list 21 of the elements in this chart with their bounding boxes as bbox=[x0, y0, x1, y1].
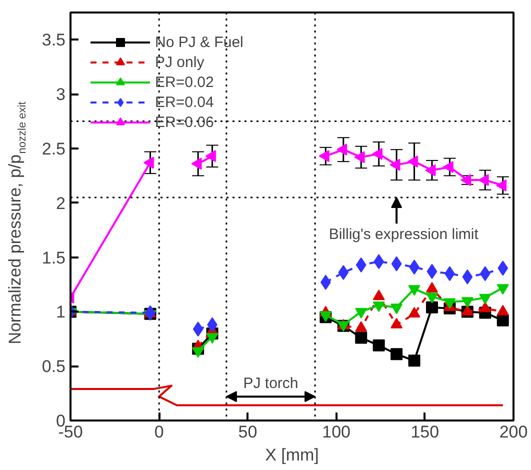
x-tick-label: 200 bbox=[499, 422, 528, 442]
legend-label: ER=0.02 bbox=[155, 72, 214, 92]
y-tick-label: 2 bbox=[56, 194, 66, 213]
y-tick-label: 3.5 bbox=[42, 30, 66, 50]
legend-label: PJ only bbox=[155, 52, 204, 72]
y-tick-label: 3 bbox=[56, 85, 66, 104]
x-tick-label: 100 bbox=[322, 422, 350, 442]
y-tick-label: 0.5 bbox=[42, 357, 66, 376]
x-tick-label: 50 bbox=[238, 422, 258, 442]
legend-label: ER=0.04 bbox=[155, 92, 214, 112]
y-axis-title: Normalized pressure, p/pnozzle exit bbox=[6, 102, 28, 344]
legend-label: No PJ & Fuel bbox=[155, 32, 244, 52]
y-tick-label: 2.5 bbox=[42, 140, 66, 158]
annotation: Billig's expression limit bbox=[328, 226, 480, 243]
x-tick-label: 150 bbox=[410, 422, 440, 442]
legend-label: ER=0.06 bbox=[155, 112, 214, 132]
x-axis-title: X [mm] bbox=[265, 446, 319, 464]
y-tick-label: 1.5 bbox=[42, 248, 66, 268]
annotation: PJ torch bbox=[243, 375, 298, 392]
x-tick-label: 0 bbox=[154, 422, 164, 442]
y-tick-label: 1 bbox=[56, 302, 66, 322]
